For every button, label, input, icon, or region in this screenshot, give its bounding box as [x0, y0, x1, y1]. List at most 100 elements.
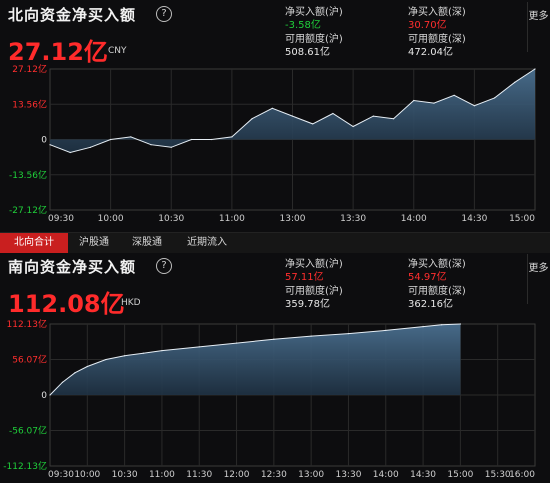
southbound-panel: 南向资金净买入额 ? 112.08亿 HKD 净买入额(沪) 57.11亿 可用…	[0, 252, 550, 483]
x-tick-label: 14:30	[461, 214, 487, 224]
northbound-net-value: 27.12亿	[8, 38, 108, 66]
data-point	[190, 138, 193, 141]
x-tick-label: 15:00	[447, 470, 473, 480]
data-point	[198, 346, 200, 348]
x-tick-label: 09:30	[48, 470, 74, 480]
y-tick-label: -27.12亿	[9, 204, 47, 216]
data-point	[534, 68, 536, 70]
help-icon[interactable]: ?	[156, 6, 172, 22]
tab-shanghai-connect[interactable]: 沪股通	[79, 237, 109, 248]
x-tick-label: 11:30	[186, 470, 212, 480]
data-point	[453, 94, 455, 96]
data-point	[235, 342, 238, 344]
x-tick-label: 14:00	[401, 214, 427, 224]
y-tick-label: 0	[41, 136, 47, 146]
y-tick-label: 112.13亿	[7, 318, 48, 330]
data-point	[422, 326, 424, 328]
sz-net-label: 净买入额(深)	[408, 7, 466, 18]
data-point	[110, 138, 112, 141]
tab-shenzhen-connect[interactable]: 深股通	[132, 237, 162, 248]
x-tick-label: 13:30	[340, 214, 366, 224]
data-point	[161, 350, 163, 352]
data-point	[251, 118, 253, 120]
y-tick-label: 13.56亿	[12, 98, 47, 110]
y-tick-label: -56.07亿	[9, 425, 47, 437]
tab-north-total[interactable]: 北向合计	[0, 233, 68, 253]
data-point	[231, 136, 233, 138]
data-point	[291, 115, 294, 117]
tab-recent-inflow[interactable]: 近期流入	[187, 237, 227, 248]
series-area	[50, 69, 535, 153]
data-point	[130, 136, 132, 138]
x-tick-label: 10:30	[158, 214, 184, 224]
data-point	[69, 151, 71, 154]
data-point	[105, 358, 107, 361]
x-tick-label: 14:00	[373, 470, 399, 480]
data-point	[392, 118, 395, 120]
x-tick-label: 14:30	[410, 470, 436, 480]
more-button[interactable]: 更多	[527, 254, 549, 304]
data-point	[89, 146, 92, 148]
data-point	[74, 372, 76, 374]
x-tick-label: 15:00	[509, 214, 535, 224]
sh-net-value: -3.58亿	[285, 20, 321, 31]
data-point	[61, 381, 64, 383]
sh-net-label: 净买入额(沪)	[285, 7, 343, 18]
x-tick-label: 12:00	[224, 470, 250, 480]
currency-unit: CNY	[108, 46, 127, 56]
y-tick-label: 0	[41, 391, 47, 401]
sh-quota-value: 508.61亿	[285, 47, 330, 58]
data-point	[352, 125, 354, 128]
y-tick-label: -112.13亿	[3, 460, 47, 472]
x-tick-label: 13:00	[298, 470, 324, 480]
data-point	[459, 323, 461, 325]
series-area	[50, 324, 461, 395]
southbound-title: 南向资金净买入额	[8, 258, 137, 276]
data-point	[142, 352, 144, 354]
data-point	[170, 146, 172, 148]
northbound-panel: 北向资金净买入额 ? 27.12亿 CNY 净买入额(沪) -3.58亿 可用额…	[0, 0, 550, 232]
northbound-title: 北向资金净买入额	[8, 6, 137, 24]
sz-quota-value: 362.16亿	[408, 299, 453, 310]
data-point	[372, 115, 374, 117]
data-point	[473, 105, 475, 107]
x-tick-label: 13:30	[335, 470, 361, 480]
data-point	[271, 107, 273, 109]
data-point	[332, 112, 334, 115]
data-point	[150, 144, 152, 146]
x-tick-label: 16:00	[509, 470, 535, 480]
sh-quota-label: 可用额度(沪)	[285, 286, 343, 297]
data-point	[49, 394, 51, 396]
sz-net-value: 54.97亿	[408, 272, 447, 283]
data-point	[514, 81, 516, 83]
sz-net-value: 30.70亿	[408, 20, 447, 31]
data-point	[49, 144, 51, 146]
southbound-net-value: 112.08亿	[8, 290, 125, 318]
y-tick-label: 56.07亿	[12, 354, 47, 366]
x-tick-label: 12:30	[261, 470, 287, 480]
more-button[interactable]: 更多	[527, 2, 549, 52]
x-tick-label: 11:00	[149, 470, 175, 480]
help-icon[interactable]: ?	[156, 258, 172, 274]
sz-quota-label: 可用额度(深)	[408, 286, 466, 297]
data-point	[273, 338, 275, 340]
currency-unit: HKD	[121, 298, 141, 308]
data-point	[493, 97, 496, 99]
x-tick-label: 10:30	[112, 470, 138, 480]
tab-bar: 北向合计 沪股通 深股通 近期流入	[0, 232, 550, 253]
data-point	[441, 324, 443, 326]
x-tick-label: 10:00	[74, 470, 100, 480]
sh-quota-value: 359.78亿	[285, 299, 330, 310]
y-tick-label: -13.56亿	[9, 169, 47, 181]
x-tick-label: 11:00	[219, 214, 245, 224]
sh-net-value: 57.11亿	[285, 272, 324, 283]
sh-quota-label: 可用额度(沪)	[285, 34, 343, 45]
data-point	[413, 99, 415, 102]
sz-quota-value: 472.04亿	[408, 47, 453, 58]
data-point	[433, 102, 435, 104]
y-tick-label: 27.12亿	[12, 63, 47, 75]
data-point	[385, 329, 387, 332]
sz-quota-label: 可用额度(深)	[408, 34, 466, 45]
